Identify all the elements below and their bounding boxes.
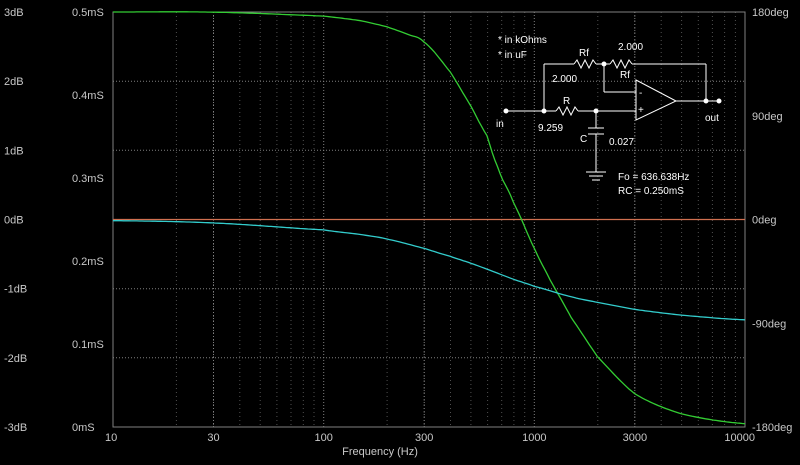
rf-top-label: Rf — [579, 48, 589, 59]
tick-label-conductance: 0mS — [72, 422, 95, 434]
in-label: in — [496, 119, 504, 130]
units-note-c: * in uF — [498, 50, 527, 61]
rc-text: RC = 0.250mS — [618, 186, 684, 197]
tick-label-db: 0dB — [4, 215, 24, 227]
rf-top-value: 2.000 — [552, 74, 577, 85]
c-label: C — [580, 134, 587, 145]
r-label: R — [563, 96, 570, 107]
junction-output — [703, 98, 709, 104]
tick-label-phase: 90deg — [752, 111, 783, 123]
opamp-icon — [635, 79, 678, 121]
resistor-rf-right-icon — [609, 58, 633, 70]
rf-right-label: Rf — [620, 70, 630, 81]
r-value: 9.259 — [538, 123, 563, 134]
tick-label-db: 2dB — [4, 76, 24, 88]
tick-label-phase: 180deg — [752, 7, 789, 19]
tick-label-x: 300 — [415, 432, 433, 444]
units-note-r: * in kOhms — [498, 35, 547, 46]
tick-label-conductance: 0.2mS — [72, 256, 104, 268]
tick-label-x: 3000 — [623, 432, 647, 444]
series-line-conductance — [113, 11, 746, 425]
tick-label-x: 10000 — [724, 432, 755, 444]
series-layer — [113, 11, 746, 425]
tick-label-phase: 0deg — [752, 215, 776, 227]
tick-label-x: 10 — [105, 432, 117, 444]
circuit-schematic: * in kOhms * in uF — [496, 35, 722, 197]
opamp-minus-label: - — [639, 88, 642, 99]
tick-label-db: -1dB — [4, 284, 27, 296]
tick-label-db: 1dB — [4, 145, 24, 157]
resistor-r-icon — [555, 105, 579, 117]
tick-label-db: -3dB — [4, 422, 27, 434]
opamp-plus-label: + — [638, 105, 644, 116]
tick-labels: 3dB 2dB 1dB 0dB -1dB -2dB -3dB 0.5mS 0.4mS 0.3mS 0… — [4, 7, 792, 444]
tick-label-conductance: 0.4mS — [72, 90, 104, 102]
tick-label-phase: -180deg — [752, 422, 792, 434]
tick-label-conductance: 0.3mS — [72, 173, 104, 185]
c-value: 0.027 — [609, 137, 634, 148]
tick-label-x: 30 — [207, 432, 219, 444]
output-terminal — [716, 98, 722, 104]
tick-label-conductance: 0.5mS — [72, 7, 104, 19]
x-axis-title: Frequency (Hz) — [342, 446, 418, 458]
tick-label-db: 3dB — [4, 7, 24, 19]
resistor-rf-top-icon — [573, 58, 597, 70]
series-line-phase — [113, 220, 746, 321]
tick-label-conductance: 0.1mS — [72, 339, 104, 351]
out-label: out — [705, 113, 719, 124]
rf-right-value: 2.000 — [618, 42, 643, 53]
tick-label-db: -2dB — [4, 353, 27, 365]
x-axis-title-group: Frequency (Hz) — [342, 446, 418, 458]
tick-label-x: 100 — [314, 432, 332, 444]
tick-label-phase: -90deg — [752, 318, 786, 330]
tick-label-x: 1000 — [522, 432, 546, 444]
fo-text: Fo = 636.638Hz — [618, 172, 689, 183]
